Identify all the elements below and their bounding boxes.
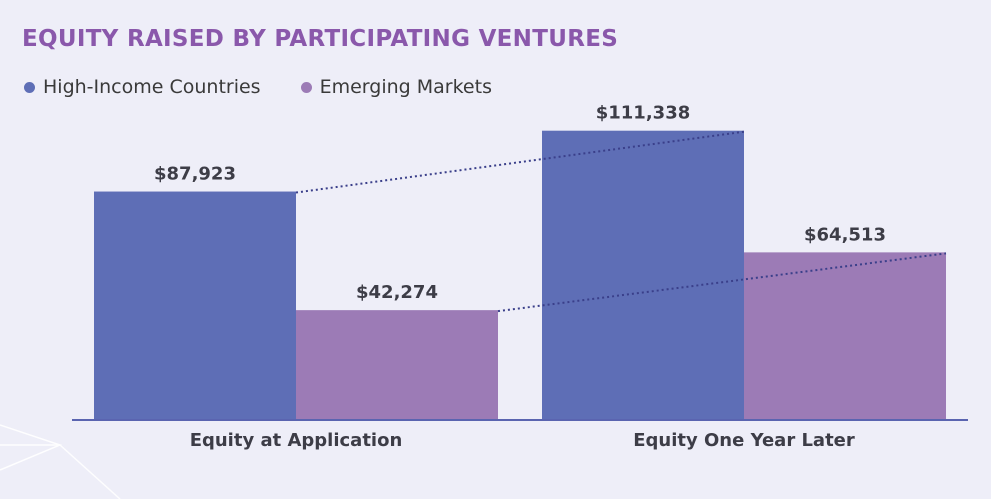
data-label-high-income-countries-equity-at-application: $87,923 xyxy=(154,164,236,185)
legend-label-emerging-markets: Emerging Markets xyxy=(319,76,492,98)
legend-item-high-income: High-Income Countries xyxy=(24,76,261,98)
connector-line-high-income-countries xyxy=(295,130,745,194)
legend-swatch-emerging-markets xyxy=(300,81,312,93)
chart-title: EQUITY RAISED BY PARTICIPATING VENTURES xyxy=(22,26,619,52)
legend-label-high-income: High-Income Countries xyxy=(43,76,261,98)
bar-emerging-markets-equity-one-year-later xyxy=(744,252,946,420)
data-label-high-income-countries-equity-one-year-later: $111,338 xyxy=(596,103,691,124)
legend-item-emerging-markets: Emerging Markets xyxy=(300,76,492,98)
bar-emerging-markets-equity-at-application xyxy=(296,310,498,420)
data-label-emerging-markets-equity-one-year-later: $64,513 xyxy=(804,224,886,245)
bar-high-income-countries-equity-at-application xyxy=(94,191,296,420)
data-label-emerging-markets-equity-at-application: $42,274 xyxy=(356,282,438,303)
category-label-equity-one-year-later: Equity One Year Later xyxy=(633,430,855,451)
connector-line-emerging-markets xyxy=(497,252,947,313)
bar-high-income-countries-equity-one-year-later xyxy=(542,130,744,420)
legend-swatch-high-income xyxy=(24,81,35,93)
category-label-equity-at-application: Equity at Application xyxy=(190,430,403,451)
chart-legend: High-Income Countries Emerging Markets xyxy=(24,76,492,98)
